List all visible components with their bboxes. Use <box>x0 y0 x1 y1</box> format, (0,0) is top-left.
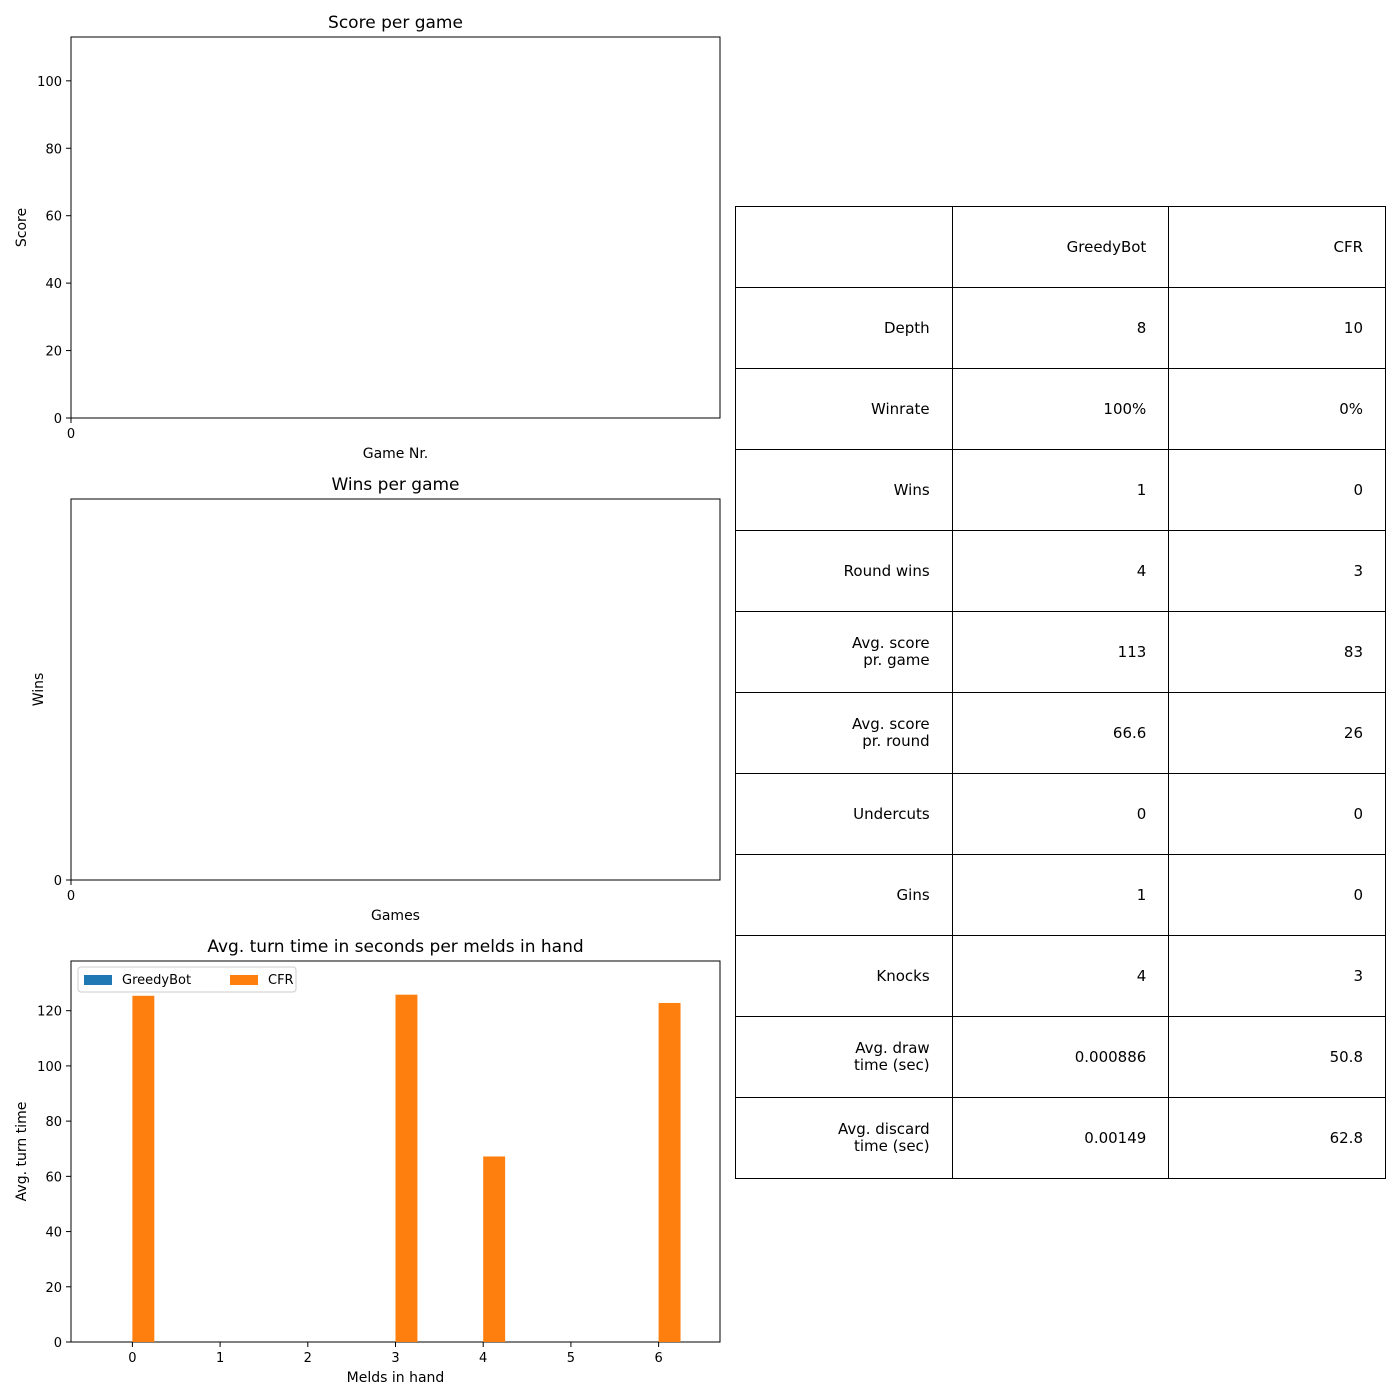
table-row: Knocks 4 3 <box>735 935 1386 1017</box>
y-tick-label: 40 <box>45 277 62 292</box>
chart-title: Wins per game <box>331 475 459 495</box>
y-tick-label: 0 <box>54 874 62 889</box>
table-row: Avg. score pr. game 113 83 <box>735 611 1386 693</box>
row-label-cell: Avg. score pr. round <box>735 692 953 774</box>
table-row: Avg. score pr. round 66.6 26 <box>735 692 1386 774</box>
y-tick-label: 60 <box>45 1170 62 1185</box>
x-tick-label: 0 <box>67 889 75 904</box>
legend-label: GreedyBot <box>122 973 191 988</box>
y-tick-label: 100 <box>37 1060 62 1075</box>
x-tick-label: 6 <box>654 1351 662 1366</box>
table-header-row: GreedyBot CFR <box>735 206 1386 288</box>
x-axis-label: Game Nr. <box>363 446 429 462</box>
table-row: Wins 1 0 <box>735 449 1386 531</box>
table-row: Gins 1 0 <box>735 854 1386 936</box>
turn-time-chart: Avg. turn time in seconds per melds in h… <box>14 937 721 1386</box>
value-cell: 0.00149 <box>951 1097 1170 1179</box>
y-tick-label: 80 <box>45 142 62 157</box>
row-label-cell: Depth <box>735 287 953 369</box>
wins-chart: Wins per game Games Wins 00 <box>31 475 721 924</box>
x-axis-label: Games <box>371 908 420 924</box>
value-cell: 0 <box>1168 449 1386 531</box>
plot-frame <box>70 498 721 881</box>
legend-swatch <box>84 975 112 985</box>
plot-frame <box>70 36 721 419</box>
table-row: Undercuts 0 0 <box>735 773 1386 855</box>
value-cell: 3 <box>1168 530 1386 612</box>
chart-title: Avg. turn time in seconds per melds in h… <box>207 937 583 957</box>
value-cell: 10 <box>1168 287 1386 369</box>
value-cell: 0.000886 <box>951 1016 1170 1098</box>
value-cell: 113 <box>951 611 1170 693</box>
x-axis-label: Melds in hand <box>347 1370 445 1386</box>
y-tick-label: 60 <box>45 210 62 225</box>
x-tick-label: 3 <box>391 1351 399 1366</box>
row-label-cell: Undercuts <box>735 773 953 855</box>
y-tick-label: 100 <box>37 75 62 90</box>
value-cell: 4 <box>951 935 1170 1017</box>
x-tick-label: 5 <box>567 1351 575 1366</box>
table-row: Round wins 4 3 <box>735 530 1386 612</box>
y-tick-label: 0 <box>54 412 62 427</box>
bar-cfr <box>132 995 155 1342</box>
y-tick-label: 40 <box>45 1226 62 1241</box>
value-cell: 100% <box>951 368 1170 450</box>
legend-swatch <box>230 975 258 985</box>
y-tick-label: 120 <box>37 1005 62 1020</box>
x-tick-label: 2 <box>304 1351 312 1366</box>
x-tick-label: 4 <box>479 1351 487 1366</box>
table-row: Avg. draw time (sec) 0.000886 50.8 <box>735 1016 1386 1098</box>
y-tick-label: 80 <box>45 1115 62 1130</box>
row-label-cell: Avg. draw time (sec) <box>735 1016 953 1098</box>
row-label-cell: Avg. discard time (sec) <box>735 1097 953 1179</box>
stats-table: GreedyBot CFR Depth 8 10 Winrate 100% 0% Wins 1 0 R… <box>735 206 1386 1179</box>
value-cell: 50.8 <box>1168 1016 1386 1098</box>
table-row: Avg. discard time (sec) 0.00149 62.8 <box>735 1097 1386 1179</box>
y-tick-label: 20 <box>45 1281 62 1296</box>
value-cell: 0 <box>1168 854 1386 936</box>
table-header-cell <box>735 206 953 288</box>
row-label-cell: Round wins <box>735 530 953 612</box>
x-tick-label: 0 <box>128 1351 136 1366</box>
y-axis-label: Avg. turn time <box>14 1102 30 1202</box>
legend-frame <box>77 966 297 993</box>
value-cell: 0% <box>1168 368 1386 450</box>
value-cell: 4 <box>951 530 1170 612</box>
table-header-cell: CFR <box>1168 206 1386 288</box>
x-tick-label: 1 <box>216 1351 224 1366</box>
chart-title: Score per game <box>328 13 463 33</box>
y-axis-label: Score <box>14 208 30 247</box>
row-label-cell: Winrate <box>735 368 953 450</box>
value-cell: 83 <box>1168 611 1386 693</box>
value-cell: 0 <box>951 773 1170 855</box>
x-tick-label: 0 <box>67 427 75 442</box>
value-cell: 8 <box>951 287 1170 369</box>
value-cell: 3 <box>1168 935 1386 1017</box>
bar-cfr <box>483 1156 506 1342</box>
value-cell: 66.6 <box>951 692 1170 774</box>
score-chart: Score per game Game Nr. Score 0 20 40 60 80 100 0 <box>14 13 721 462</box>
table-row: Winrate 100% 0% <box>735 368 1386 450</box>
bar-cfr <box>658 1002 681 1342</box>
y-axis-label: Wins <box>31 673 47 707</box>
row-label-cell: Avg. score pr. game <box>735 611 953 693</box>
row-label-cell: Gins <box>735 854 953 936</box>
value-cell: 26 <box>1168 692 1386 774</box>
row-label-cell: Knocks <box>735 935 953 1017</box>
row-label-cell: Wins <box>735 449 953 531</box>
value-cell: 1 <box>951 854 1170 936</box>
legend: GreedyBot CFR <box>77 966 297 993</box>
value-cell: 0 <box>1168 773 1386 855</box>
value-cell: 62.8 <box>1168 1097 1386 1179</box>
value-cell: 1 <box>951 449 1170 531</box>
legend-label: CFR <box>268 973 294 988</box>
y-tick-label: 20 <box>45 345 62 360</box>
bar-cfr <box>395 994 418 1342</box>
table-row: Depth 8 10 <box>735 287 1386 369</box>
table-header-cell: GreedyBot <box>951 206 1170 288</box>
y-tick-label: 0 <box>54 1336 62 1351</box>
